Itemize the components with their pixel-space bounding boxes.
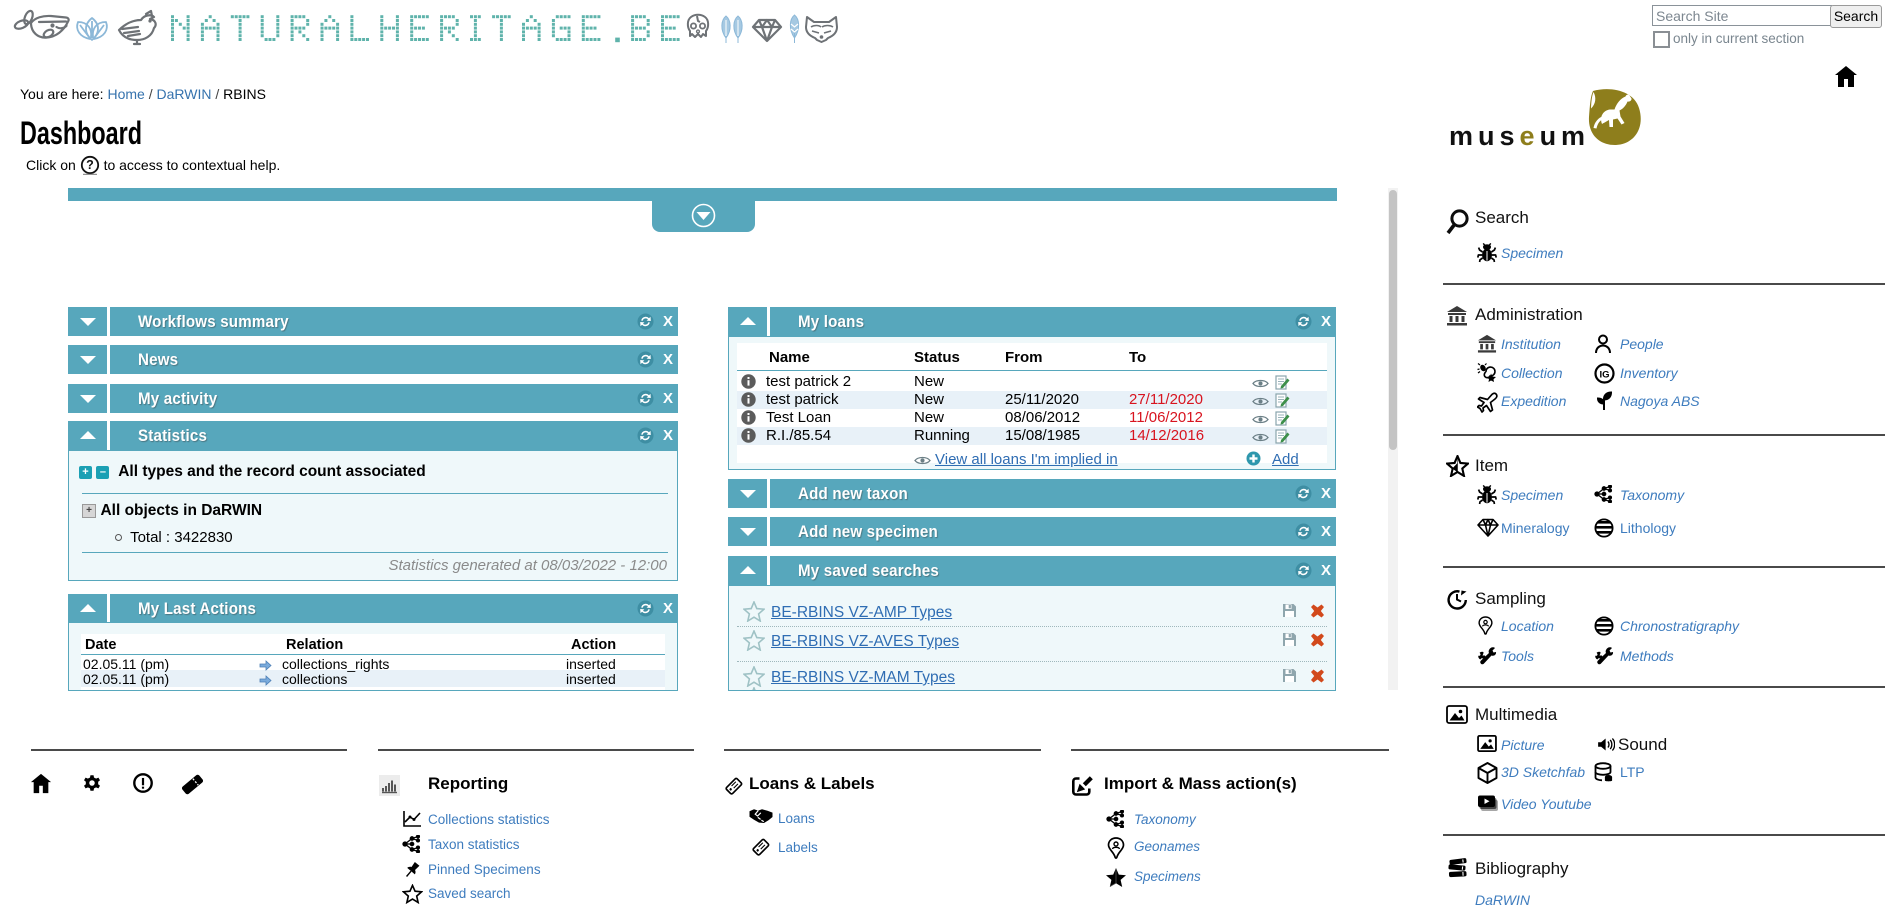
svg-text:IG: IG xyxy=(1599,370,1609,381)
svg-text:?: ? xyxy=(86,158,94,172)
